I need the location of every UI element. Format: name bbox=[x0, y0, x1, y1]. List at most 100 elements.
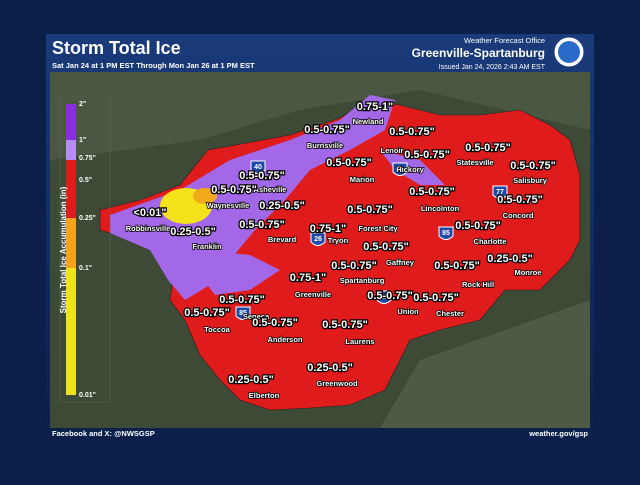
interstate-label: 85 bbox=[442, 230, 450, 237]
interstate-shield bbox=[376, 290, 392, 304]
amount-label: 0.5-0.75" bbox=[326, 157, 372, 169]
amount-label: 0.5-0.75" bbox=[219, 294, 265, 306]
city-label: Lenoir bbox=[381, 146, 404, 155]
title: Storm Total Ice bbox=[52, 38, 181, 58]
legend-frame bbox=[59, 95, 111, 403]
city-label: Rock Hill bbox=[462, 280, 494, 289]
amount-label: 0.5-0.75" bbox=[413, 292, 459, 304]
legend-label: 0.5" bbox=[79, 177, 92, 184]
city-label: Burnsville bbox=[307, 141, 343, 150]
interstate-shield bbox=[235, 306, 251, 320]
legend-label: 0.25" bbox=[79, 215, 96, 222]
city-label: Charlotte bbox=[474, 237, 507, 246]
city-label: Greenville bbox=[295, 290, 331, 299]
legend-swatch bbox=[66, 218, 76, 268]
city-label: Statesville bbox=[456, 158, 493, 167]
office: Greenville-Spartanburg bbox=[412, 46, 545, 60]
amount-label: 0.5-0.75" bbox=[434, 260, 480, 272]
city-label: Salisbury bbox=[513, 176, 548, 185]
amount-label: 0.5-0.75" bbox=[510, 160, 556, 172]
city-label: Concord bbox=[503, 211, 534, 220]
amount-label: 0.5-0.75" bbox=[331, 260, 377, 272]
city-label: Monroe bbox=[514, 268, 541, 277]
legend-swatch bbox=[66, 268, 76, 395]
amount-label: 0.5-0.75" bbox=[409, 186, 455, 198]
amount-label: 0.5-0.75" bbox=[239, 170, 285, 182]
interstate-shield bbox=[250, 160, 266, 174]
city-label: Anderson bbox=[267, 335, 302, 344]
interstate-label: 26 bbox=[314, 236, 322, 243]
issued: Issued Jan 24, 2026 2:43 AM EST bbox=[439, 64, 546, 71]
city-label: Seneca bbox=[243, 312, 270, 321]
city-label: Lincolnton bbox=[421, 204, 460, 213]
amount-label: 0.5-0.75" bbox=[465, 142, 511, 154]
terrain bbox=[380, 300, 590, 428]
city-label: Tryon bbox=[328, 236, 349, 245]
city-label: Robbinsville bbox=[126, 224, 171, 233]
footer-right: weather.gov/gsp bbox=[528, 429, 588, 438]
nws-logo-inner bbox=[558, 41, 580, 63]
city-label: Forest City bbox=[358, 224, 398, 233]
legend-label: 0.01" bbox=[79, 392, 96, 399]
city-label: Spartanburg bbox=[340, 276, 385, 285]
legend-title: Storm Total Ice Accumulation (in) bbox=[59, 186, 68, 313]
interstate-label: 77 bbox=[496, 189, 504, 196]
city-label: Greenwood bbox=[316, 379, 358, 388]
city-label: Elberton bbox=[249, 391, 280, 400]
amount-label: 0.5-0.75" bbox=[322, 319, 368, 331]
city-label: Gaffney bbox=[386, 258, 415, 267]
amount-label: 0.75-1" bbox=[357, 101, 393, 113]
interstate-shield bbox=[492, 185, 508, 199]
city-label: Toccoa bbox=[204, 325, 231, 334]
interstate-label: 40 bbox=[254, 164, 262, 171]
interstate-label: 40 bbox=[396, 166, 404, 173]
ice-region-purple bbox=[380, 150, 445, 185]
amount-label: 0.5-0.75" bbox=[455, 220, 501, 232]
interstate-shield bbox=[438, 226, 454, 240]
amount-label: 0.25-0.5" bbox=[259, 200, 305, 212]
interstate-label: 85 bbox=[239, 310, 247, 317]
amount-label: 0.25-0.5" bbox=[307, 362, 353, 374]
terrain bbox=[50, 72, 590, 160]
city-label: Asheville bbox=[254, 185, 287, 194]
amount-label: 0.5-0.75" bbox=[497, 194, 543, 206]
amount-label: 0.25-0.5" bbox=[228, 374, 274, 386]
legend-label: 1" bbox=[79, 137, 86, 144]
interstate-shield bbox=[310, 232, 326, 246]
city-label: Laurens bbox=[345, 337, 374, 346]
interstate-label: 26 bbox=[380, 294, 388, 301]
city-label: Brevard bbox=[268, 235, 297, 244]
city-label: Chester bbox=[436, 309, 464, 318]
amount-label: 0.5-0.75" bbox=[304, 124, 350, 136]
subtitle: Sat Jan 24 at 1 PM EST Through Mon Jan 2… bbox=[52, 61, 255, 70]
legend-label: 2" bbox=[79, 101, 86, 108]
city-label: Newland bbox=[353, 117, 384, 126]
city-label: Union bbox=[397, 307, 419, 316]
amount-label: 0.5-0.75" bbox=[367, 290, 413, 302]
ice-region-purple bbox=[200, 250, 280, 295]
amount-label: 0.25-0.5" bbox=[170, 226, 216, 238]
legend-label: 0.1" bbox=[79, 265, 92, 272]
amount-label: 0.5-0.75" bbox=[252, 317, 298, 329]
amount-label: 0.75-1" bbox=[310, 223, 346, 235]
ice-region-orange bbox=[193, 188, 217, 204]
ice-region-purple bbox=[110, 95, 395, 300]
amount-label: 0.5-0.75" bbox=[184, 307, 230, 319]
office-line: Weather Forecast Office bbox=[464, 36, 545, 45]
amount-label: <0.01" bbox=[133, 207, 166, 219]
amount-label: 0.25-0.5" bbox=[487, 253, 533, 265]
amount-label: 0.5-0.75" bbox=[404, 149, 450, 161]
city-label: Waynesville bbox=[207, 201, 250, 210]
city-label: Hickory bbox=[396, 165, 424, 174]
amount-label: 0.5-0.75" bbox=[211, 184, 257, 196]
amount-label: 0.75-1" bbox=[290, 272, 326, 284]
amount-label: 0.5-0.75" bbox=[389, 126, 435, 138]
city-label: Marion bbox=[350, 175, 375, 184]
city-label: Franklin bbox=[192, 242, 222, 251]
legend-label: 0.75" bbox=[79, 155, 96, 162]
legend-swatch bbox=[66, 140, 76, 160]
amount-label: 0.5-0.75" bbox=[363, 241, 409, 253]
interstate-shield bbox=[392, 162, 408, 176]
amount-label: 0.5-0.75" bbox=[347, 204, 393, 216]
